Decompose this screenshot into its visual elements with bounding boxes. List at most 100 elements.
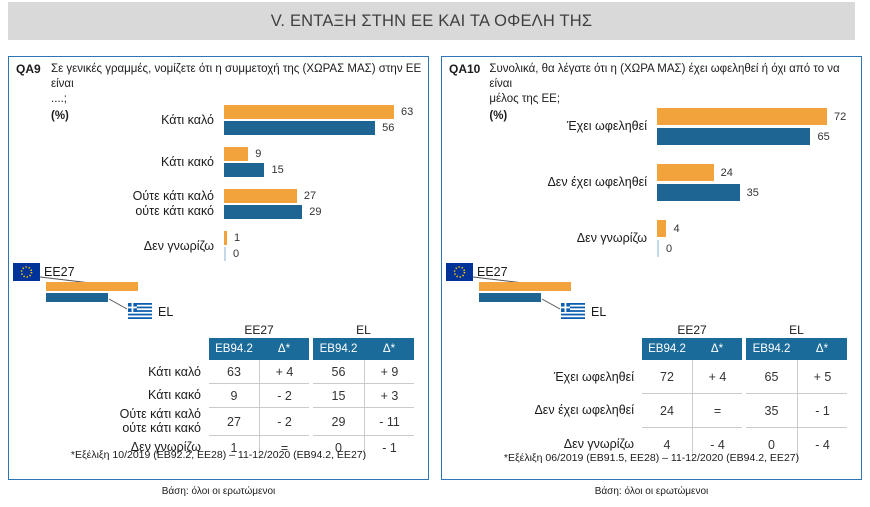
delta-value: - 4 (797, 427, 847, 461)
delta-value: - 11 (364, 407, 414, 435)
el-bar (657, 184, 740, 201)
bar-line: 0 (224, 247, 240, 261)
legend-bar-el (479, 293, 541, 302)
ee27-bar (224, 147, 249, 161)
legend-label-el: EL (158, 305, 174, 319)
table-row: Έχει ωφεληθεί 72 + 4 65 + 5 (442, 360, 847, 393)
legend-label-el: EL (591, 305, 607, 319)
ee27-bar (224, 105, 394, 119)
bar-line: 65 (657, 128, 846, 145)
eb-value: 72 (660, 369, 674, 384)
bar-value-label: 0 (233, 248, 240, 260)
chart-category-group: Κάτι καλό 63 56 (19, 105, 426, 135)
delta-value: - 1 (797, 393, 847, 427)
group-header-ee27: EE27 (677, 323, 707, 337)
bar-value-label: 9 (255, 148, 262, 160)
table-row: Ούτε κάτι καλό ούτε κάτι κακό 27- 2 29- 11 (9, 407, 414, 435)
bar-value-label: 56 (382, 122, 395, 134)
group-header-el: EL (356, 323, 371, 337)
delta-value: + 4 (692, 360, 742, 393)
bar-line: 15 (224, 163, 284, 177)
bar-line: 0 (657, 240, 680, 257)
bar-pair: 9 15 (224, 147, 284, 177)
bar-line: 72 (657, 108, 846, 125)
delta-value: = (692, 393, 742, 427)
column-header: EB94.2 (313, 338, 364, 360)
eb-value: 24 (642, 393, 692, 427)
row-label: Έχει ωφεληθεί (553, 369, 634, 384)
delta-value: + 9 (364, 360, 414, 383)
category-label: Δεν γνωρίζω (143, 238, 214, 253)
chart-legend: EE27 EL (442, 262, 861, 326)
eb-value: 29 (313, 407, 364, 435)
eb-value: 27 (209, 407, 259, 435)
chart-category-group: Δεν έχει ωφεληθεί 24 35 (452, 164, 859, 201)
bar-line: 4 (657, 220, 680, 237)
percent-unit-label: (%) (489, 109, 508, 122)
legend-bar-ee27 (46, 282, 138, 291)
bar-chart-qa10: Έχει ωφεληθεί 72 65 Δεν έχει ωφεληθεί 24 35 Δε… (452, 108, 859, 276)
question-code: QA10 (449, 62, 481, 76)
column-header: Δ* (364, 338, 414, 360)
column-header: Δ* (692, 338, 742, 360)
table-row: Δεν γνωρίζω 1 = 0- 1 (9, 435, 414, 459)
ee27-bar (657, 220, 667, 237)
bar-value-label: 65 (817, 130, 830, 143)
bar-value-label: 0 (666, 242, 673, 255)
eb-value: 1 (209, 435, 259, 459)
column-header: Δ* (797, 338, 847, 360)
bar-value-label: 72 (834, 110, 847, 123)
results-table-qa10: EE27 EL EB94.2 Δ* EB94.2 Δ* Έχει ωφεληθεί 72 + 4… (442, 323, 847, 461)
chart-category-group: Ούτε κάτι καλό ούτε κάτι κακό 27 29 (19, 189, 426, 219)
category-label: Δεν γνωρίζω (576, 231, 647, 246)
row-label: Δεν γνωρίζω (130, 440, 201, 454)
el-bar (224, 163, 265, 177)
delta-value: + 5 (797, 360, 847, 393)
bar-value-label: 27 (303, 190, 317, 202)
row-label: Ούτε κάτι καλό ούτε κάτι κακό (119, 407, 201, 435)
greece-flag-icon (128, 303, 152, 319)
ee27-bar (224, 231, 227, 245)
eb-value: 15 (313, 383, 364, 407)
bar-value-label: 1 (234, 232, 241, 244)
panel-qa9: QA9 Σε γενικές γραμμές, νομίζετε ότι η σ… (8, 56, 429, 480)
eb-value: 63 (227, 364, 241, 379)
base-note: Βάση: όλοι οι ερωτώμενοι (594, 486, 709, 497)
bar-value-label: 15 (271, 164, 284, 176)
eb-value: 65 (764, 369, 779, 384)
column-header: EB94.2 (209, 338, 259, 360)
results-table-qa9: EE27 EL EB94.2 Δ* EB94.2 Δ* Κάτι καλό 63 + 4 56 + … (9, 323, 414, 459)
eb-value: 35 (746, 393, 797, 427)
delta-value: + 4 (259, 360, 309, 383)
bar-pair: 63 56 (224, 105, 413, 135)
eb-value: 9 (209, 383, 259, 407)
eu-flag-icon (446, 263, 473, 281)
column-header: EB94.2 (746, 338, 797, 360)
question-text: Σε γενικές γραμμές, νομίζετε ότι η συμμε… (51, 63, 422, 106)
bar-line: 24 (657, 164, 759, 181)
page-title: V. ΕΝΤΑΞΗ ΣΤΗΝ ΕΕ ΚΑΙ ΤΑ ΟΦΕΛΗ ΤΗΣ (8, 2, 855, 40)
spacer (442, 338, 642, 360)
delta-value: - 1 (364, 435, 414, 459)
table-row: Δεν έχει ωφεληθεί 24 = 35- 1 (442, 393, 847, 427)
delta-value: - 4 (692, 427, 742, 461)
group-header-ee27: EE27 (244, 323, 274, 337)
greece-flag-icon (561, 303, 585, 319)
table-row: Κάτι κακό 9- 2 15 + 3 (9, 383, 414, 407)
spacer (442, 323, 642, 338)
delta-value: - 2 (259, 407, 309, 435)
bar-value-label: 4 (673, 222, 680, 235)
ee27-bar (657, 108, 827, 125)
spacer (9, 338, 209, 360)
spacer (9, 323, 209, 338)
ee27-bar (224, 189, 297, 203)
bar-chart-qa9: Κάτι καλό 63 56 Κάτι κακό 9 15 Ούτε κάτι καλό … (19, 105, 426, 273)
bar-line: 29 (224, 205, 322, 219)
row-label: Κάτι καλό (148, 364, 201, 379)
bar-value-label: 24 (720, 166, 733, 179)
eb-value: 4 (642, 427, 692, 461)
evolution-footnote: *Εξέλιξη 06/2019 (EB91.5, EE28) – 11-12/… (503, 452, 800, 464)
table-group-header-row: EE27 EL (9, 323, 414, 338)
row-label: Δεν γνωρίζω (563, 437, 634, 451)
